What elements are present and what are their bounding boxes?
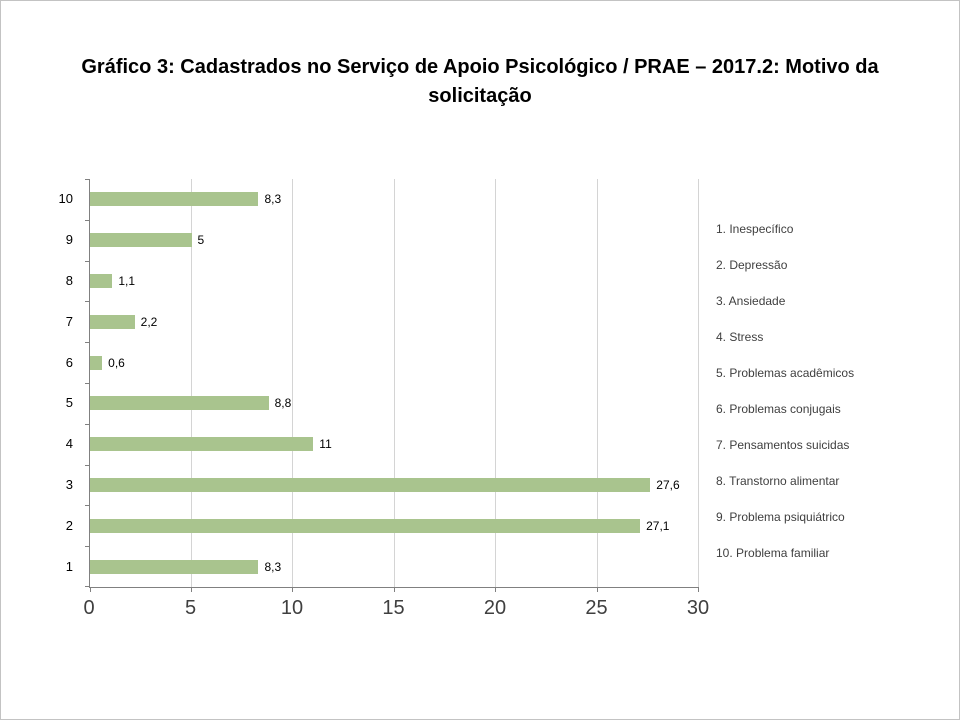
legend-item: 7. Pensamentos suicidas	[716, 438, 850, 452]
bar-value-label: 8,8	[274, 396, 292, 411]
bar	[90, 559, 259, 574]
legend-item: 10. Problema familiar	[716, 546, 830, 560]
x-axis-label: 20	[483, 597, 507, 619]
y-axis-label: 6	[65, 354, 73, 370]
x-axis-label: 25	[585, 597, 608, 619]
bar-value-label: 27,1	[646, 518, 670, 533]
x-axis-tick	[393, 588, 395, 592]
y-axis-tick	[85, 179, 90, 180]
bar-value-label: 27,6	[656, 478, 680, 492]
y-axis-label: 10	[58, 191, 73, 207]
legend-item: 4. Stress	[716, 330, 764, 344]
gridline	[495, 179, 496, 587]
chart-title: Gráfico 3: Cadastrados no Serviço de Apo…	[81, 56, 879, 107]
x-axis-tick	[596, 588, 598, 592]
bar	[90, 518, 641, 533]
y-axis-tick	[85, 219, 90, 221]
y-axis-label: 7	[65, 313, 73, 329]
gridline	[596, 179, 598, 587]
gridline	[190, 179, 192, 587]
y-axis-label: 3	[65, 477, 73, 492]
bar-value-label: 8,3	[264, 559, 282, 574]
x-axis-label: 15	[382, 597, 405, 619]
bar-value-label: 1,1	[118, 274, 136, 288]
y-axis-tick	[85, 423, 90, 425]
x-axis-label: 0	[83, 597, 95, 619]
gridline	[292, 179, 293, 587]
legend: 1. Inespecífico 2. Depressão 3. Ansiedade 4…	[716, 222, 854, 560]
x-axis-tick	[90, 588, 91, 592]
legend-item: 1. Inespecífico	[716, 222, 794, 236]
y-axis-tick	[85, 301, 90, 303]
y-axis-tick	[85, 505, 90, 507]
y-axis-tick	[85, 464, 90, 466]
legend-item: 5. Problemas acadêmicos	[716, 366, 855, 380]
plot-area: 8,3 5 1,1 2,2 0,6 8,8 11 27,6 27,1 8,3	[85, 179, 699, 592]
x-axis-tick	[698, 588, 699, 592]
bar	[90, 233, 192, 248]
bar-value-label: 2,2	[140, 314, 158, 329]
y-axis-label: 2	[65, 517, 73, 533]
y-axis-tick	[85, 383, 90, 384]
x-axis-tick	[190, 588, 192, 592]
bar-value-label: 0,6	[108, 355, 125, 370]
gridline	[393, 179, 395, 587]
bar-value-label: 8,3	[264, 192, 282, 207]
bar	[90, 437, 314, 452]
legend-item: 9. Problema psiquiátrico	[716, 510, 845, 524]
y-axis-tick	[85, 342, 90, 344]
bar	[90, 274, 113, 288]
x-axis-label: 5	[184, 597, 197, 619]
x-axis-labels: 0 5 10 15 20 25 30	[83, 597, 709, 629]
bar	[90, 355, 103, 370]
y-axis-label: 8	[65, 273, 73, 288]
y-axis-label: 4	[65, 436, 73, 452]
legend-item: 8. Transtorno alimentar	[716, 474, 840, 488]
legend-item: 2. Depressão	[716, 258, 788, 272]
bar	[90, 478, 651, 492]
y-axis-label: 9	[65, 232, 73, 248]
x-axis-label: 10	[280, 597, 304, 619]
y-axis-label: 1	[65, 558, 73, 574]
legend-item: 3. Ansiedade	[716, 294, 786, 308]
gridline	[698, 179, 699, 587]
x-axis-tick	[292, 588, 293, 592]
y-axis-tick	[85, 546, 90, 548]
y-axis-label: 5	[65, 395, 73, 411]
bar-value-label: 5	[197, 233, 205, 248]
bar-value-label: 11	[319, 437, 332, 452]
y-axis-labels: 10 9 8 7 6 5 4 3 2 1	[37, 179, 81, 587]
bar	[90, 314, 135, 329]
bar	[90, 396, 269, 411]
bar	[90, 192, 259, 207]
x-axis-label: 30	[686, 597, 710, 619]
x-axis-tick	[495, 588, 496, 592]
legend-item: 6. Problemas conjugais	[716, 402, 841, 416]
y-axis-tick	[85, 260, 90, 262]
y-axis-tick	[85, 586, 90, 587]
